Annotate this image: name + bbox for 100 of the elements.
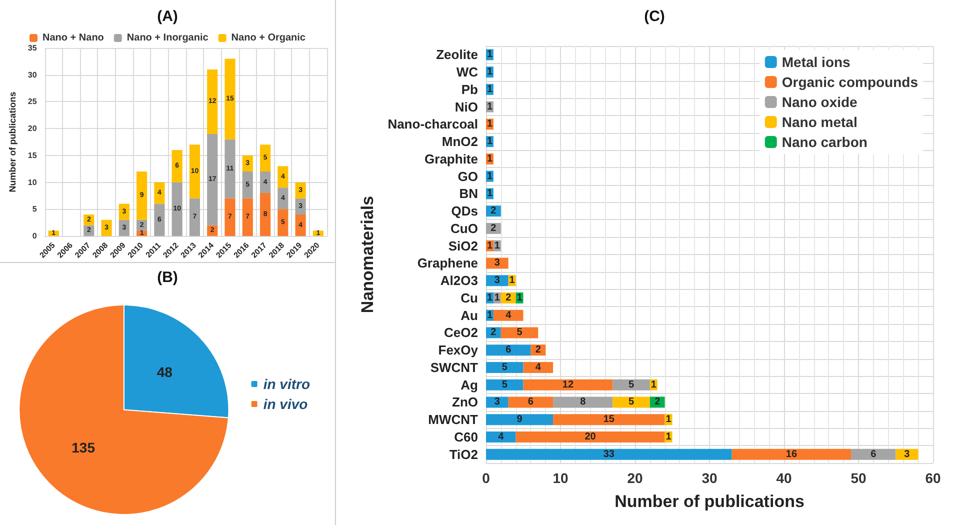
data-label: 1 (666, 414, 672, 426)
data-label: 5 (516, 327, 523, 338)
y-tick-label: Nano-charcoal (388, 116, 478, 132)
bar (278, 188, 288, 210)
data-label: 3 (494, 396, 500, 408)
chart-title: (B) (157, 269, 178, 286)
legend-label: Nano + Organic (231, 32, 306, 44)
y-axis-title: Number of publications (8, 92, 18, 192)
bar (732, 448, 852, 460)
y-tick-label: Zeolite (436, 47, 478, 62)
bar (486, 396, 508, 408)
legend-label: in vivo (263, 396, 308, 412)
data-label: 2 (535, 344, 542, 356)
data-label: 5 (628, 396, 634, 408)
x-tick-label: 40 (776, 470, 792, 486)
y-tick-label: Cu (460, 290, 478, 306)
x-tick-label: 60 (925, 470, 941, 486)
bar (242, 198, 253, 236)
bar (260, 193, 271, 236)
data-label: 1 (494, 292, 500, 304)
x-tick-label: 10 (552, 470, 568, 486)
y-tick-label: 0 (32, 232, 38, 240)
data-label: 12 (562, 379, 574, 390)
bar (486, 448, 732, 460)
y-tick-label: Ag (460, 377, 478, 392)
x-tick-label: 50 (850, 470, 866, 486)
bar (278, 209, 288, 236)
data-label: 33 (603, 448, 615, 460)
y-tick-label: WC (456, 64, 479, 80)
y-tick-label: 15 (28, 150, 38, 160)
bar (118, 204, 130, 220)
data-label: 3 (494, 275, 500, 286)
bar (207, 134, 218, 226)
data-label: 9 (516, 414, 523, 426)
data-label: 1 (516, 292, 523, 304)
data-label: 4 (498, 431, 504, 442)
bar (612, 396, 650, 408)
y-tick-label: 10 (28, 178, 38, 187)
data-label: 20 (584, 431, 596, 442)
data-label: 6 (528, 396, 534, 408)
data-label: 1 (486, 101, 493, 112)
chart-title: (A) (157, 8, 178, 25)
data-label: 15 (603, 414, 615, 426)
bar (260, 144, 271, 172)
data-label: 3 (494, 258, 500, 269)
bar (278, 166, 288, 188)
y-tick-label: 25 (28, 97, 38, 106)
bar (295, 214, 306, 236)
bar (612, 379, 650, 390)
y-tick-label: ZnO (452, 394, 478, 410)
data-label: 1 (486, 49, 493, 60)
x-axis-title: Number of publications (614, 492, 804, 511)
data-label: 135 (72, 439, 96, 456)
bar (189, 198, 200, 236)
y-tick-label: 20 (28, 124, 38, 134)
y-tick-label: 5 (32, 204, 38, 214)
bar (189, 144, 200, 198)
data-label: 1 (486, 292, 493, 304)
legend-label: Nano oxide (782, 94, 858, 110)
data-label: 2 (490, 327, 497, 338)
data-label: 5 (502, 379, 508, 390)
y-tick-label: 30 (28, 70, 38, 80)
data-label: 16 (786, 448, 798, 460)
bar (295, 182, 306, 198)
bar (242, 155, 253, 172)
bar (523, 362, 554, 373)
y-tick-label: 35 (28, 44, 38, 52)
x-tick-label: 20 (627, 470, 643, 486)
bar (136, 172, 148, 220)
bar (295, 198, 306, 215)
y-tick-label: SiO2 (448, 238, 478, 254)
data-label: 1 (486, 170, 493, 182)
data-label: 3 (904, 448, 910, 460)
bar (207, 69, 218, 134)
data-label: 1 (509, 275, 516, 286)
x-tick-label: 0 (482, 470, 490, 486)
data-label: 5 (628, 379, 634, 390)
data-label: 5 (502, 362, 508, 373)
y-tick-label: CeO2 (444, 325, 478, 340)
bar (486, 431, 516, 442)
y-tick-label: CuO (450, 220, 478, 236)
bar (500, 327, 538, 338)
y-tick-label: FexOy (438, 342, 479, 358)
data-label: 1 (486, 84, 493, 95)
y-tick-label: C60 (454, 429, 478, 444)
bar (486, 258, 508, 269)
bar (486, 362, 524, 373)
data-label: 48 (156, 364, 173, 380)
y-tick-label: Graphite (424, 151, 478, 166)
data-label: 2 (654, 396, 661, 408)
bar (508, 396, 554, 408)
bar (516, 431, 665, 442)
data-label: 6 (506, 344, 512, 356)
legend-label: Nano + Inorganic (126, 32, 209, 44)
bar (154, 182, 165, 204)
data-label: 1 (666, 431, 672, 442)
legend-label: Nano + Nano (42, 32, 104, 44)
data-label: 1 (486, 153, 493, 164)
y-tick-label: Au (460, 308, 478, 323)
x-tick-label: 30 (702, 470, 718, 486)
